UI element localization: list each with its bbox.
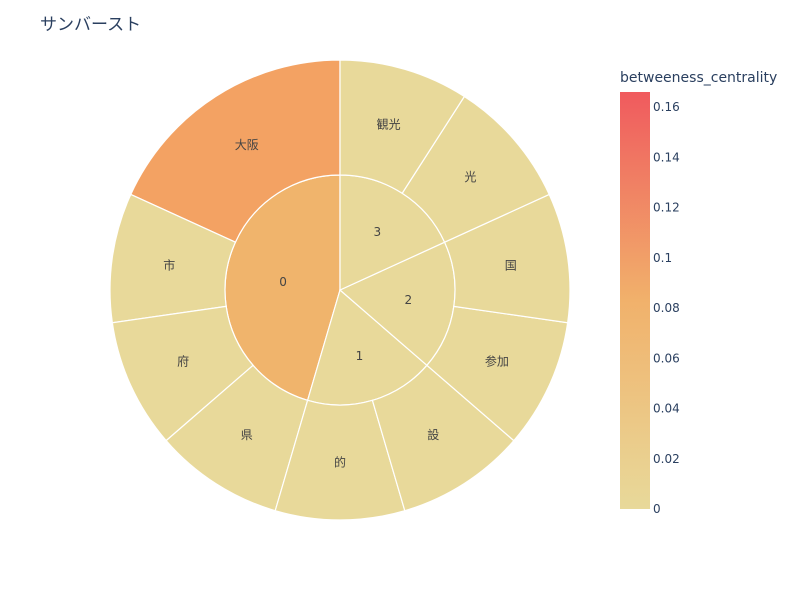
colorbar-scale	[620, 92, 650, 509]
colorbar-tick-label: 0.04	[653, 402, 680, 416]
colorbar-title: betweeness_centrality	[620, 70, 778, 86]
sunburst-label-1: 1	[356, 349, 364, 363]
sunburst-segment-3b[interactable]	[339, 59, 466, 195]
colorbar-tick-label: 0.14	[653, 150, 680, 164]
sunburst-label-0b: 市	[163, 257, 175, 272]
sunburst-label-3: 3	[373, 225, 381, 239]
colorbar-tick-label: 0.16	[653, 100, 680, 114]
sunburst-label-0a: 大阪	[235, 138, 259, 152]
colorbar-tick-label: 0.06	[653, 351, 680, 365]
colorbar-tick-label: 0.1	[653, 251, 672, 265]
sunburst-label-3a: 光	[464, 170, 476, 184]
colorbar-tick-label: 0.12	[653, 201, 680, 215]
sunburst-label-0c: 府	[177, 354, 189, 369]
sunburst-label-2: 2	[404, 293, 412, 307]
colorbar: 0 0.02 0.04 0.06 0.08 0.1 0.12 0.14 0.16	[620, 92, 680, 516]
sunburst-label-1b: 設	[427, 427, 439, 442]
sunburst-label-1a: 的	[334, 455, 346, 470]
sunburst-label-0: 0	[279, 275, 287, 289]
sunburst-label-0d: 県	[241, 428, 253, 442]
sunburst-label-2a: 参加	[485, 354, 509, 369]
sunburst-segment-0a[interactable]	[129, 59, 341, 244]
colorbar-tick-label: 0.08	[653, 301, 680, 315]
colorbar-tick-label: 0	[653, 502, 661, 516]
sunburst-label-2b: 国	[505, 258, 517, 272]
sunburst-label-3b: 観光	[377, 117, 401, 131]
chart-title: サンバースト	[40, 15, 142, 35]
colorbar-tick-label: 0.02	[653, 452, 680, 466]
